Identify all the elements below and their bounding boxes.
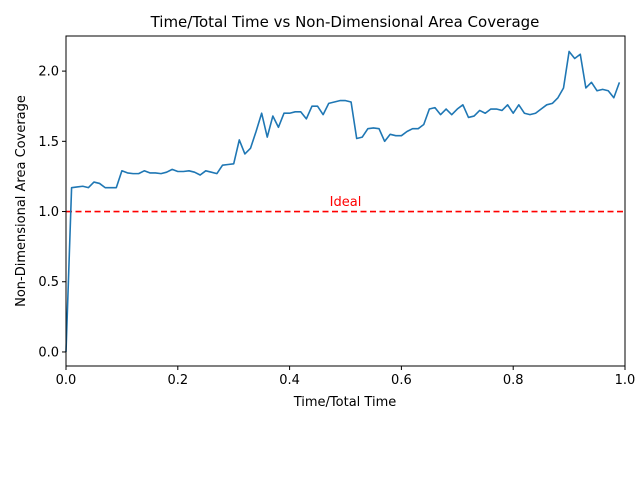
x-axis-label: Time/Total Time <box>293 395 397 410</box>
y-tick-label: 1.0 <box>38 205 59 220</box>
x-tick-label: 0.6 <box>391 373 412 388</box>
x-tick-label: 1.0 <box>615 373 636 388</box>
y-tick-label: 1.5 <box>38 135 59 150</box>
y-axis: 0.0 0.5 1.0 1.5 2.0 <box>38 65 66 360</box>
plot-area: Ideal <box>65 50 625 352</box>
x-axis: 0.0 0.2 0.4 0.6 0.8 1.0 <box>56 366 636 388</box>
x-tick-label: 0.4 <box>279 373 300 388</box>
x-tick-label: 0.0 <box>56 373 77 388</box>
chart-title: Time/Total Time vs Non-Dimensional Area … <box>150 13 540 31</box>
x-tick-label: 0.2 <box>167 373 188 388</box>
series-line-0 <box>65 50 621 352</box>
x-tick-label: 0.8 <box>503 373 524 388</box>
y-tick-label: 2.0 <box>38 65 59 80</box>
y-tick-label: 0.5 <box>38 275 59 290</box>
plot-frame <box>65 35 626 367</box>
ideal-label: Ideal <box>330 195 362 210</box>
y-axis-label: Non-Dimensional Area Coverage <box>14 95 29 307</box>
y-tick-label: 0.0 <box>38 345 59 360</box>
